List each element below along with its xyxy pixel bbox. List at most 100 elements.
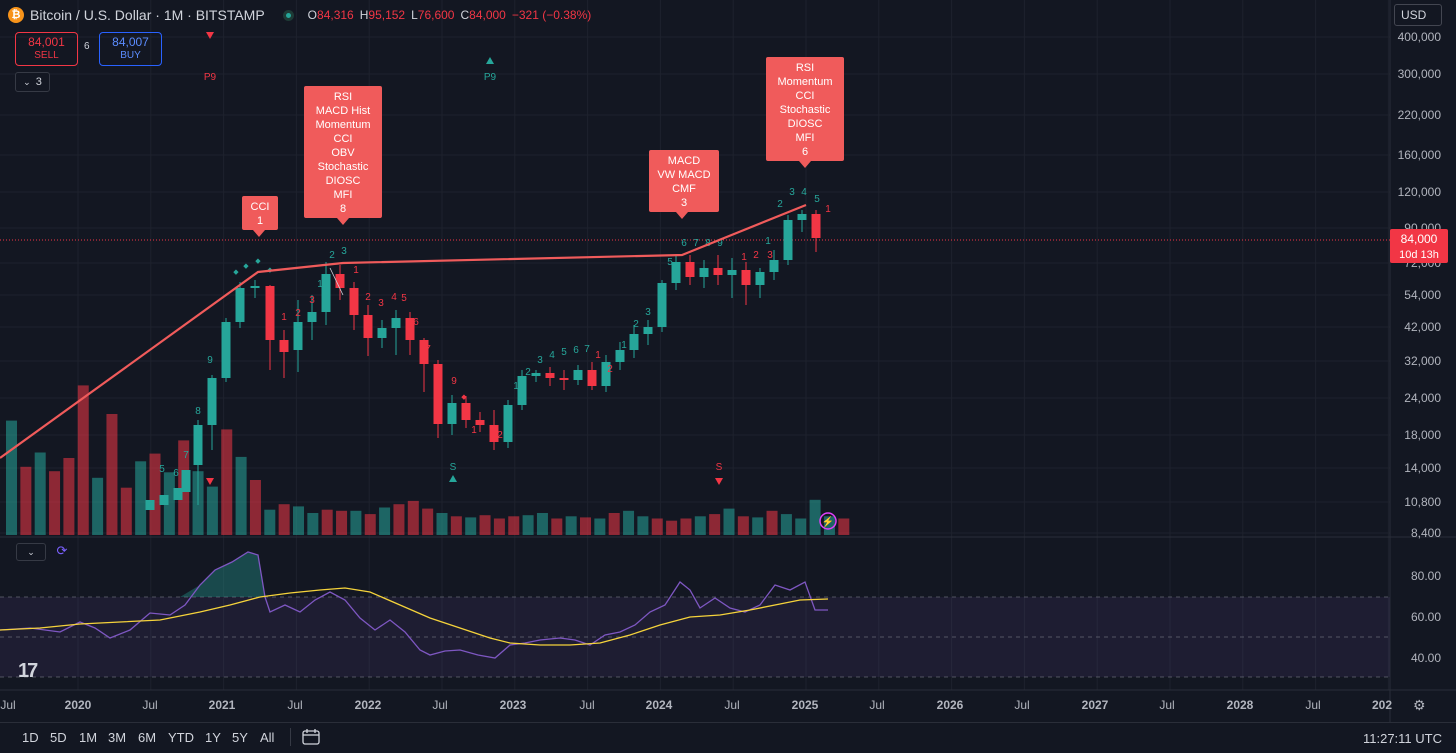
- range-button-5y[interactable]: 5Y: [232, 730, 248, 745]
- sell-button[interactable]: 84,001 SELL: [15, 32, 78, 66]
- rsi-collapse-button[interactable]: ⌄: [16, 543, 46, 561]
- volume-bar: [479, 515, 491, 535]
- price-axis-label: 54,000: [1404, 288, 1441, 302]
- candle: [173, 488, 183, 500]
- td-count: 5: [667, 257, 673, 268]
- annotation-line: MFI: [334, 189, 353, 201]
- annotation-box: MACD VW MACD CMF 3: [649, 150, 719, 219]
- td-count: 5: [561, 347, 567, 358]
- last-price-tag: [1390, 229, 1448, 263]
- volume-bar: [780, 514, 792, 535]
- gear-icon[interactable]: ⚙: [1413, 697, 1426, 713]
- td-count: 1: [825, 204, 831, 215]
- candle: [433, 364, 443, 424]
- bar-countdown: 10d 13h: [1399, 249, 1439, 261]
- candle: [615, 350, 625, 362]
- volume-bar: [34, 452, 46, 535]
- annotation-line: RSI: [334, 91, 352, 103]
- price-axis-label: 18,000: [1404, 428, 1441, 442]
- annotation-line: DIOSC: [326, 175, 361, 187]
- volume-bar: [536, 513, 548, 535]
- candle: [755, 272, 765, 285]
- range-button-ytd[interactable]: YTD: [168, 730, 194, 745]
- annotation-line: Momentum: [777, 76, 832, 88]
- volume-bar: [293, 506, 304, 535]
- bottom-toolbar: [0, 722, 1456, 753]
- utc-clock[interactable]: 11:27:11 UTC: [1362, 731, 1442, 746]
- currency-select[interactable]: USD: [1394, 4, 1442, 26]
- refresh-icon[interactable]: ⟳: [56, 543, 68, 558]
- candle: [293, 322, 303, 350]
- volume-bar: [249, 480, 261, 535]
- time-axis-label: Jul: [869, 698, 884, 712]
- candle: [265, 286, 275, 340]
- volume-bar: [422, 508, 434, 535]
- range-button-1d[interactable]: 1D: [22, 730, 39, 745]
- ohlc-low-value: 76,600: [417, 8, 455, 22]
- range-button-1y[interactable]: 1Y: [205, 730, 221, 745]
- volume-bars: [6, 385, 850, 535]
- volume-bar: [235, 456, 247, 535]
- candle: [235, 288, 245, 322]
- td-count: 5: [401, 293, 407, 304]
- ai-assist-icon: ⚡: [819, 512, 837, 530]
- rsi-axis-label: 60.00: [1411, 610, 1441, 624]
- annotation-line: 3: [681, 197, 687, 209]
- buy-button[interactable]: 84,007 BUY: [99, 32, 162, 66]
- td-count: 4: [549, 350, 555, 361]
- volume-bar: [163, 472, 175, 535]
- td-count: 1: [353, 265, 359, 276]
- volume-bar: [508, 516, 520, 535]
- indicators-toggle-button[interactable]: ⌄ 3: [15, 72, 50, 92]
- candle: [363, 315, 373, 338]
- range-button-3m[interactable]: 3M: [108, 730, 127, 745]
- td-count: 1: [513, 381, 519, 392]
- range-button-1m[interactable]: 1M: [79, 730, 98, 745]
- time-axis-label: 2024: [646, 698, 673, 712]
- time-axis-label: 2023: [500, 698, 527, 712]
- candle: [713, 268, 723, 275]
- symbol-title[interactable]: Bitcoin / U.S. Dollar · 1M · BITSTAMP: [30, 7, 265, 23]
- candle: [699, 268, 709, 277]
- volume-bar: [6, 420, 17, 535]
- volume-bar: [737, 516, 749, 535]
- candle: [207, 378, 217, 425]
- divergence-annotations: CCI 1 RSI MACD Hist Momentum CCI OBV Stochastic…: [242, 57, 844, 237]
- calendar-icon[interactable]: [302, 728, 320, 745]
- td-count: 3: [645, 307, 651, 318]
- annotation-line: Stochastic: [318, 161, 369, 173]
- td-diamond: ◆: [255, 258, 261, 265]
- s-marker-label: S: [716, 462, 723, 473]
- volume-bar: [493, 518, 505, 535]
- td-count: 3: [309, 295, 315, 306]
- volume-bar: [680, 518, 692, 535]
- volume-bar: [120, 487, 132, 535]
- volume-bar: [49, 471, 61, 535]
- candle: [727, 270, 737, 275]
- range-button-all[interactable]: All: [260, 730, 275, 745]
- volume-bar: [823, 516, 835, 535]
- candle: [405, 318, 415, 340]
- annotation-line: Stochastic: [780, 104, 831, 116]
- ohlc-close-label: C: [460, 8, 470, 22]
- candle: [159, 495, 169, 505]
- candle: [503, 405, 513, 442]
- annotation-line: OBV: [331, 147, 355, 159]
- candle: [335, 274, 345, 288]
- bitcoin-icon: ₿: [8, 7, 24, 23]
- sell-price: 84,001: [28, 35, 65, 49]
- time-axis-label: 202: [1372, 698, 1392, 712]
- volume-bar: [838, 518, 850, 535]
- volume-bar: [307, 513, 319, 535]
- price-axis-label: 8,400: [1411, 526, 1441, 540]
- range-button-6m[interactable]: 6M: [138, 730, 157, 745]
- td-count: 2: [525, 367, 531, 378]
- ohlc-low-label: L: [411, 8, 418, 22]
- volume-bar: [809, 499, 821, 535]
- volume-bar: [379, 507, 391, 535]
- candle: [475, 420, 485, 425]
- candle: [419, 340, 429, 364]
- time-axis-label: 2028: [1227, 698, 1254, 712]
- range-button-5d[interactable]: 5D: [50, 730, 67, 745]
